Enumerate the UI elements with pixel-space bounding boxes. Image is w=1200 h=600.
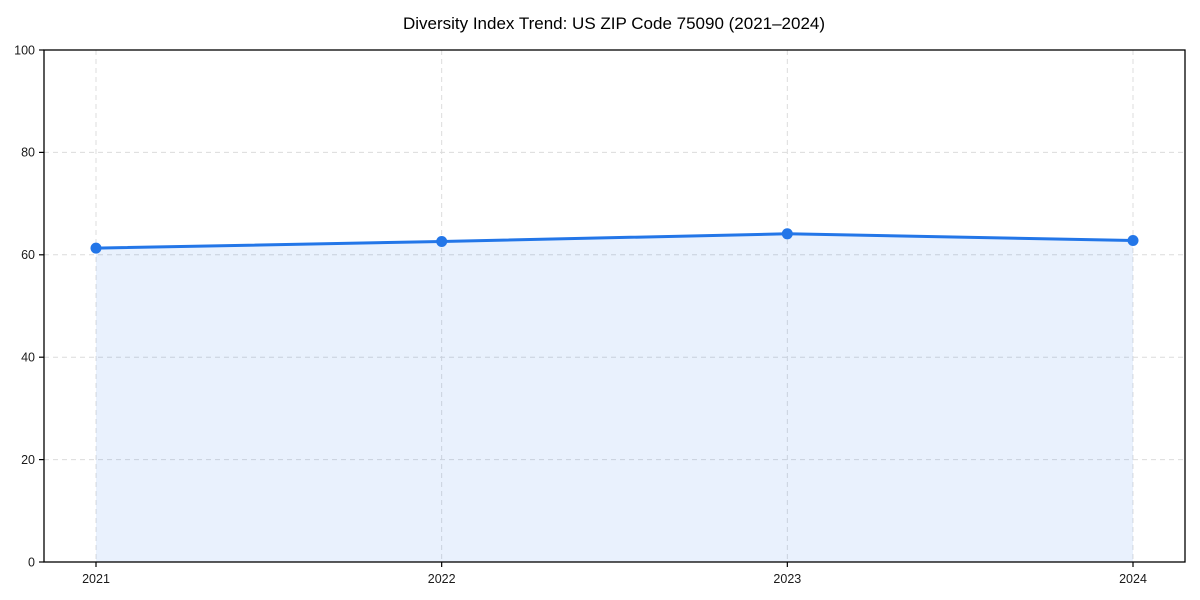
trend-line: [94, 232, 1135, 250]
data-point-2023: [781, 228, 793, 240]
data-point-2024: [1127, 235, 1139, 246]
area-fill-layer: [96, 233, 1133, 563]
x-tick-label: 2024: [1119, 572, 1147, 586]
axes: [39, 49, 1186, 567]
x-tick-label: 2022: [428, 572, 456, 586]
y-tick-label: 0: [28, 555, 35, 569]
y-tick-label: 60: [21, 248, 35, 262]
trend-line-layer: [94, 232, 1135, 250]
y-tick-label: 100: [14, 43, 35, 57]
x-tick-label: 2023: [773, 572, 801, 586]
chart-title: Diversity Index Trend: US ZIP Code 75090…: [403, 14, 825, 33]
y-tick-label: 20: [21, 453, 35, 467]
data-points-layer: [90, 228, 1139, 254]
tick-labels: 0 20 40 60 80 100 2021 2022 2023 2024: [14, 43, 1147, 586]
y-tick-label: 40: [21, 351, 35, 365]
data-point-2022: [436, 236, 448, 247]
x-tick-label: 2021: [82, 572, 110, 586]
y-tick-label: 80: [21, 146, 35, 160]
area-fill: [96, 233, 1133, 563]
data-point-2021: [90, 242, 102, 254]
plot-border: [43, 49, 1186, 563]
